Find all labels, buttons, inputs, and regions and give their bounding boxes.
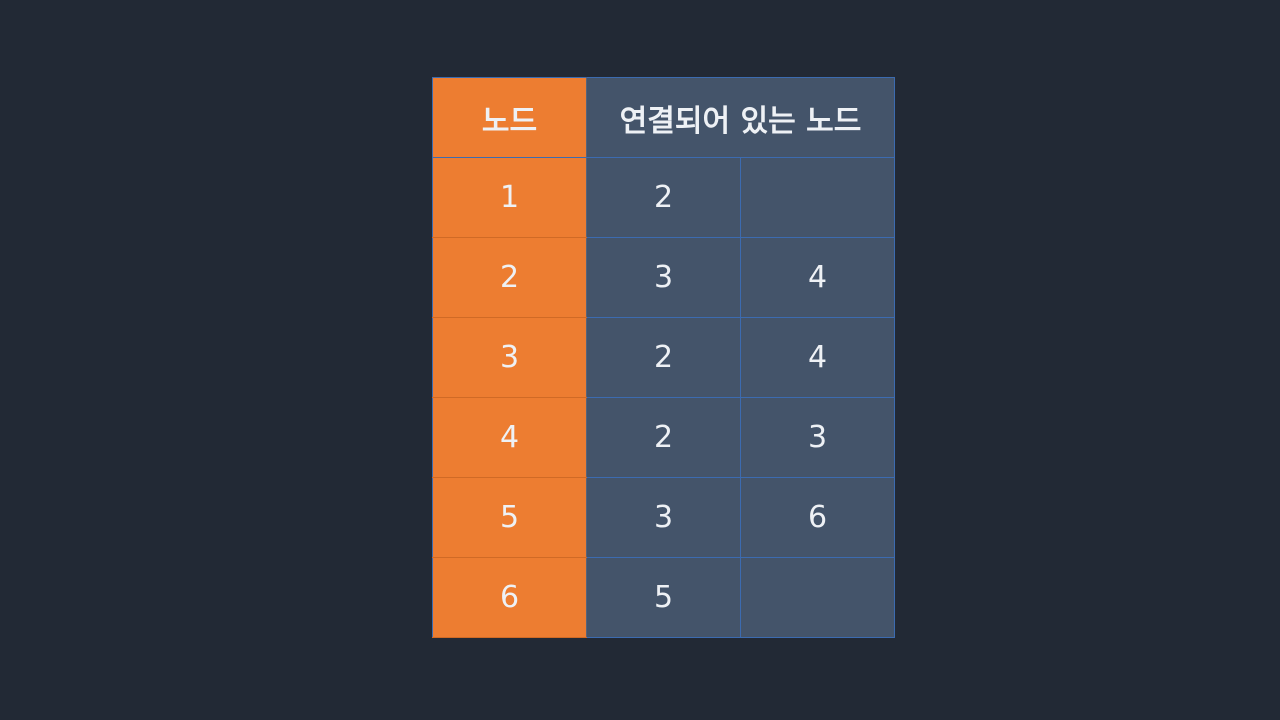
table-row: 6 5: [433, 558, 895, 638]
neighbor-cell: 3: [587, 478, 741, 558]
node-cell: 5: [433, 478, 587, 558]
neighbor-cell: 2: [587, 318, 741, 398]
node-cell: 1: [433, 158, 587, 238]
header-node: 노드: [433, 78, 587, 158]
node-cell: 3: [433, 318, 587, 398]
table-row: 4 2 3: [433, 398, 895, 478]
table-row: 1 2: [433, 158, 895, 238]
neighbor-cell: 4: [741, 318, 895, 398]
header-connected-nodes: 연결되어 있는 노드: [587, 78, 895, 158]
neighbor-cell: 4: [741, 238, 895, 318]
neighbor-cell: 2: [587, 158, 741, 238]
neighbor-cell: [741, 558, 895, 638]
adjacency-list-table: 노드 연결되어 있는 노드 1 2 2 3 4 3 2 4 4 2: [432, 77, 895, 638]
neighbor-cell: 2: [587, 398, 741, 478]
table-row: 2 3 4: [433, 238, 895, 318]
node-cell: 2: [433, 238, 587, 318]
node-cell: 4: [433, 398, 587, 478]
table-row: 5 3 6: [433, 478, 895, 558]
neighbor-cell: 3: [741, 398, 895, 478]
neighbor-cell: 6: [741, 478, 895, 558]
neighbor-cell: [741, 158, 895, 238]
table-header-row: 노드 연결되어 있는 노드: [433, 78, 895, 158]
neighbor-cell: 3: [587, 238, 741, 318]
node-cell: 6: [433, 558, 587, 638]
neighbor-cell: 5: [587, 558, 741, 638]
table-row: 3 2 4: [433, 318, 895, 398]
